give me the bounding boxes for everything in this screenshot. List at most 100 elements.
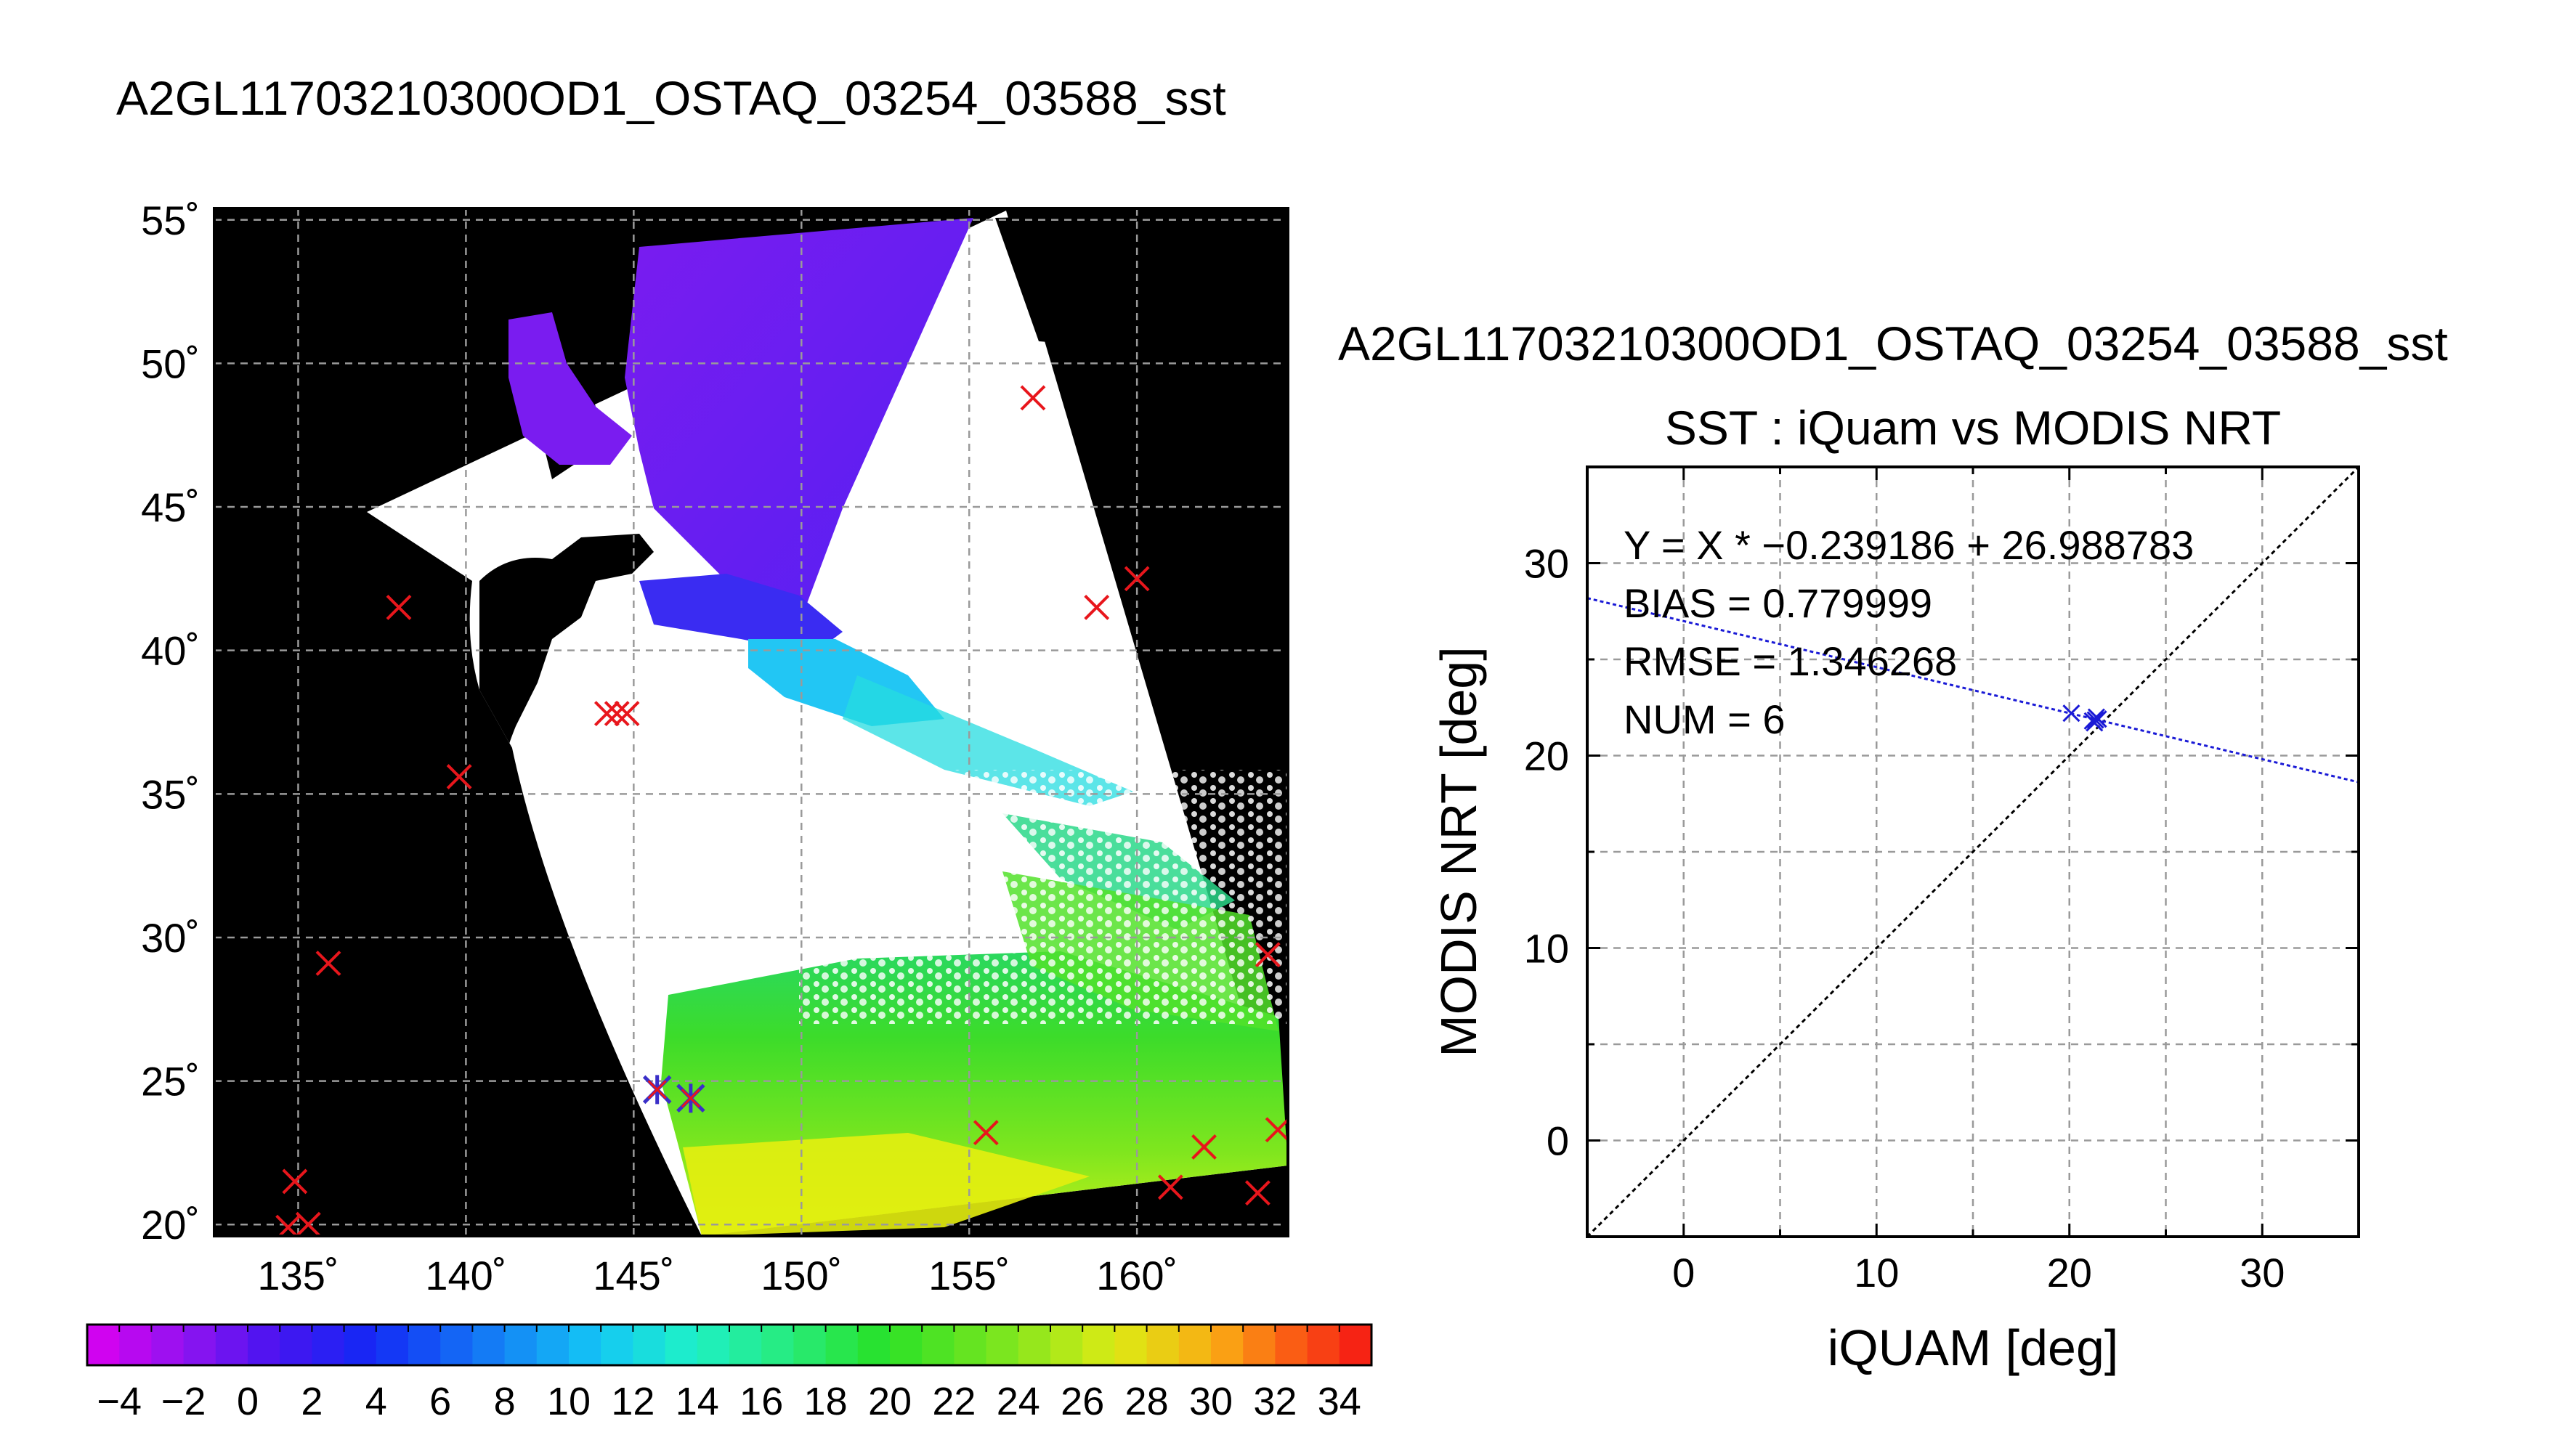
sst-colorbar: −4 −2 0 2 4 6 8 10 12 14 16 18 20 22 24 26 28 30 32 34: [86, 1323, 1373, 1423]
colorbar-bin: [248, 1325, 280, 1365]
lon-tick-label: 140˚: [425, 1253, 506, 1298]
fit-statistics: Y = X * −0.239186 + 26.988783 BIAS = 0.7…: [1624, 522, 2194, 742]
lat-tick-label: 20˚: [141, 1202, 200, 1248]
insitu-marker: [446, 764, 472, 790]
scatter-lines: [1587, 467, 2359, 1237]
colorbar-bin: [986, 1325, 1019, 1365]
one-to-one-line: [1587, 467, 2359, 1237]
y-tick-label: 20: [1524, 733, 1569, 779]
x-tick-label: 30: [2240, 1250, 2285, 1296]
scatter-point: [2062, 704, 2080, 723]
colorbar-tick-label: 12: [611, 1380, 655, 1423]
fit-equation: Y = X * −0.239186 + 26.988783: [1624, 522, 2194, 568]
scatter-title: A2GL11703210300OD1_OSTAQ_03254_03588_sst: [1338, 317, 2448, 370]
colorbar-tick-label: 14: [676, 1380, 719, 1423]
insitu-marker: [1124, 566, 1150, 592]
colorbar-tick-label: 24: [997, 1380, 1040, 1423]
map-title: A2GL11703210300OD1_OSTAQ_03254_03588_sst: [116, 71, 1226, 125]
map-tick-labels: 55˚ 50˚ 45˚ 40˚ 35˚ 30˚ 25˚ 20˚ 135˚ 140˚ 145˚ 150˚…: [141, 198, 1178, 1298]
land-kamchatka: [995, 211, 1288, 349]
insitu-marker: [1157, 1174, 1183, 1200]
colorbar-bin: [312, 1325, 345, 1365]
x-axis-label: iQUAM [deg]: [1828, 1319, 2119, 1376]
colorbar-bin: [954, 1325, 987, 1365]
colorbar-frame: [86, 1323, 1373, 1367]
colorbar-tick-label: −4: [97, 1380, 142, 1423]
colorbar-bin: [1339, 1325, 1372, 1365]
colorbar-bin: [1018, 1325, 1051, 1365]
insitu-marker: [614, 701, 640, 727]
colorbar-bin: [1243, 1325, 1276, 1365]
colorbar-bin: [665, 1325, 698, 1365]
colorbar-tick-label: 0: [237, 1380, 259, 1423]
sst-cold-patch: [508, 312, 632, 465]
colorbar-tick-label: 30: [1189, 1380, 1233, 1423]
colorbar-bin: [215, 1325, 248, 1365]
colorbar-bin: [87, 1325, 120, 1365]
scatter-plot-area: 0 10 20 30 0 10 20 30: [1524, 465, 2360, 1296]
matched-marker: [676, 1083, 705, 1113]
matched-marker: [642, 1075, 672, 1105]
lon-tick-label: 135˚: [257, 1253, 339, 1298]
colorbar-tick-label: 10: [547, 1380, 591, 1423]
colorbar-tick-label: 4: [365, 1380, 387, 1423]
insitu-marker: [593, 701, 620, 727]
insitu-marker: [1020, 385, 1046, 411]
colorbar-tick-label: 16: [739, 1380, 783, 1423]
colorbar-bin: [344, 1325, 377, 1365]
y-tick-label: 30: [1524, 541, 1569, 587]
lat-tick-label: 45˚: [141, 484, 200, 530]
lon-tick-label: 155˚: [928, 1253, 1010, 1298]
sst-cold-region: [625, 218, 973, 625]
colorbar-bin: [1178, 1325, 1212, 1365]
rmse-stat: RMSE = 1.346268: [1624, 638, 1957, 684]
y-tick-label: 10: [1524, 926, 1569, 972]
scatter-points: [2062, 704, 2107, 732]
colorbar-tick-label: 20: [868, 1380, 912, 1423]
colorbar-bin: [472, 1325, 506, 1365]
colorbar-bin: [601, 1325, 633, 1365]
insitu-marker: [1084, 594, 1110, 620]
insitu-marker: [604, 701, 630, 727]
y-tick-label: 0: [1547, 1118, 1569, 1164]
scatter-point: [2086, 711, 2104, 729]
colorbar-bin: [376, 1325, 409, 1365]
colorbar-bin: [729, 1325, 762, 1365]
colorbar-bin: [793, 1325, 827, 1365]
colorbar-tick-label: 22: [932, 1380, 976, 1423]
colorbar-tick-label: 2: [301, 1380, 323, 1423]
colorbar-bin: [825, 1325, 859, 1365]
map-frame-border: [213, 207, 1289, 1237]
scatter-point: [2089, 710, 2107, 728]
insitu-marker: [1265, 1117, 1288, 1143]
lat-tick-label: 35˚: [141, 771, 200, 817]
sst-blue-region: [639, 574, 843, 654]
lat-tick-label: 40˚: [141, 628, 200, 674]
colorbar-bin: [536, 1325, 570, 1365]
colorbar-bin: [119, 1325, 152, 1365]
colorbar-bin: [1211, 1325, 1244, 1365]
colorbar-bin: [633, 1325, 666, 1365]
lon-tick-label: 150˚: [761, 1253, 842, 1298]
insitu-marker: [282, 1168, 308, 1195]
colorbar-tick-label: 34: [1318, 1380, 1361, 1423]
colorbar-tick-label: 6: [429, 1380, 451, 1423]
scatter-subtitle: SST : iQuam vs MODIS NRT: [1665, 401, 2281, 455]
insitu-marker: [315, 951, 341, 976]
bias-stat: BIAS = 0.779999: [1624, 580, 1932, 626]
colorbar-tick-label: 8: [494, 1380, 516, 1423]
colorbar-bin: [761, 1325, 794, 1365]
colorbar-tick-label: 26: [1061, 1380, 1104, 1423]
insitu-marker: [386, 594, 412, 620]
colorbar-bin: [857, 1325, 891, 1365]
scatter-ticks: 0 10 20 30 0 10 20 30: [1524, 465, 2360, 1296]
colorbar-bin: [922, 1325, 955, 1365]
lon-tick-label: 160˚: [1096, 1253, 1178, 1298]
map-markers: [275, 385, 1288, 1236]
colorbar-bin: [408, 1325, 441, 1365]
sst-yellow-south: [683, 1133, 1090, 1236]
insitu-marker: [1245, 1180, 1271, 1206]
insitu-marker: [973, 1120, 999, 1146]
lat-tick-label: 30˚: [141, 915, 200, 961]
